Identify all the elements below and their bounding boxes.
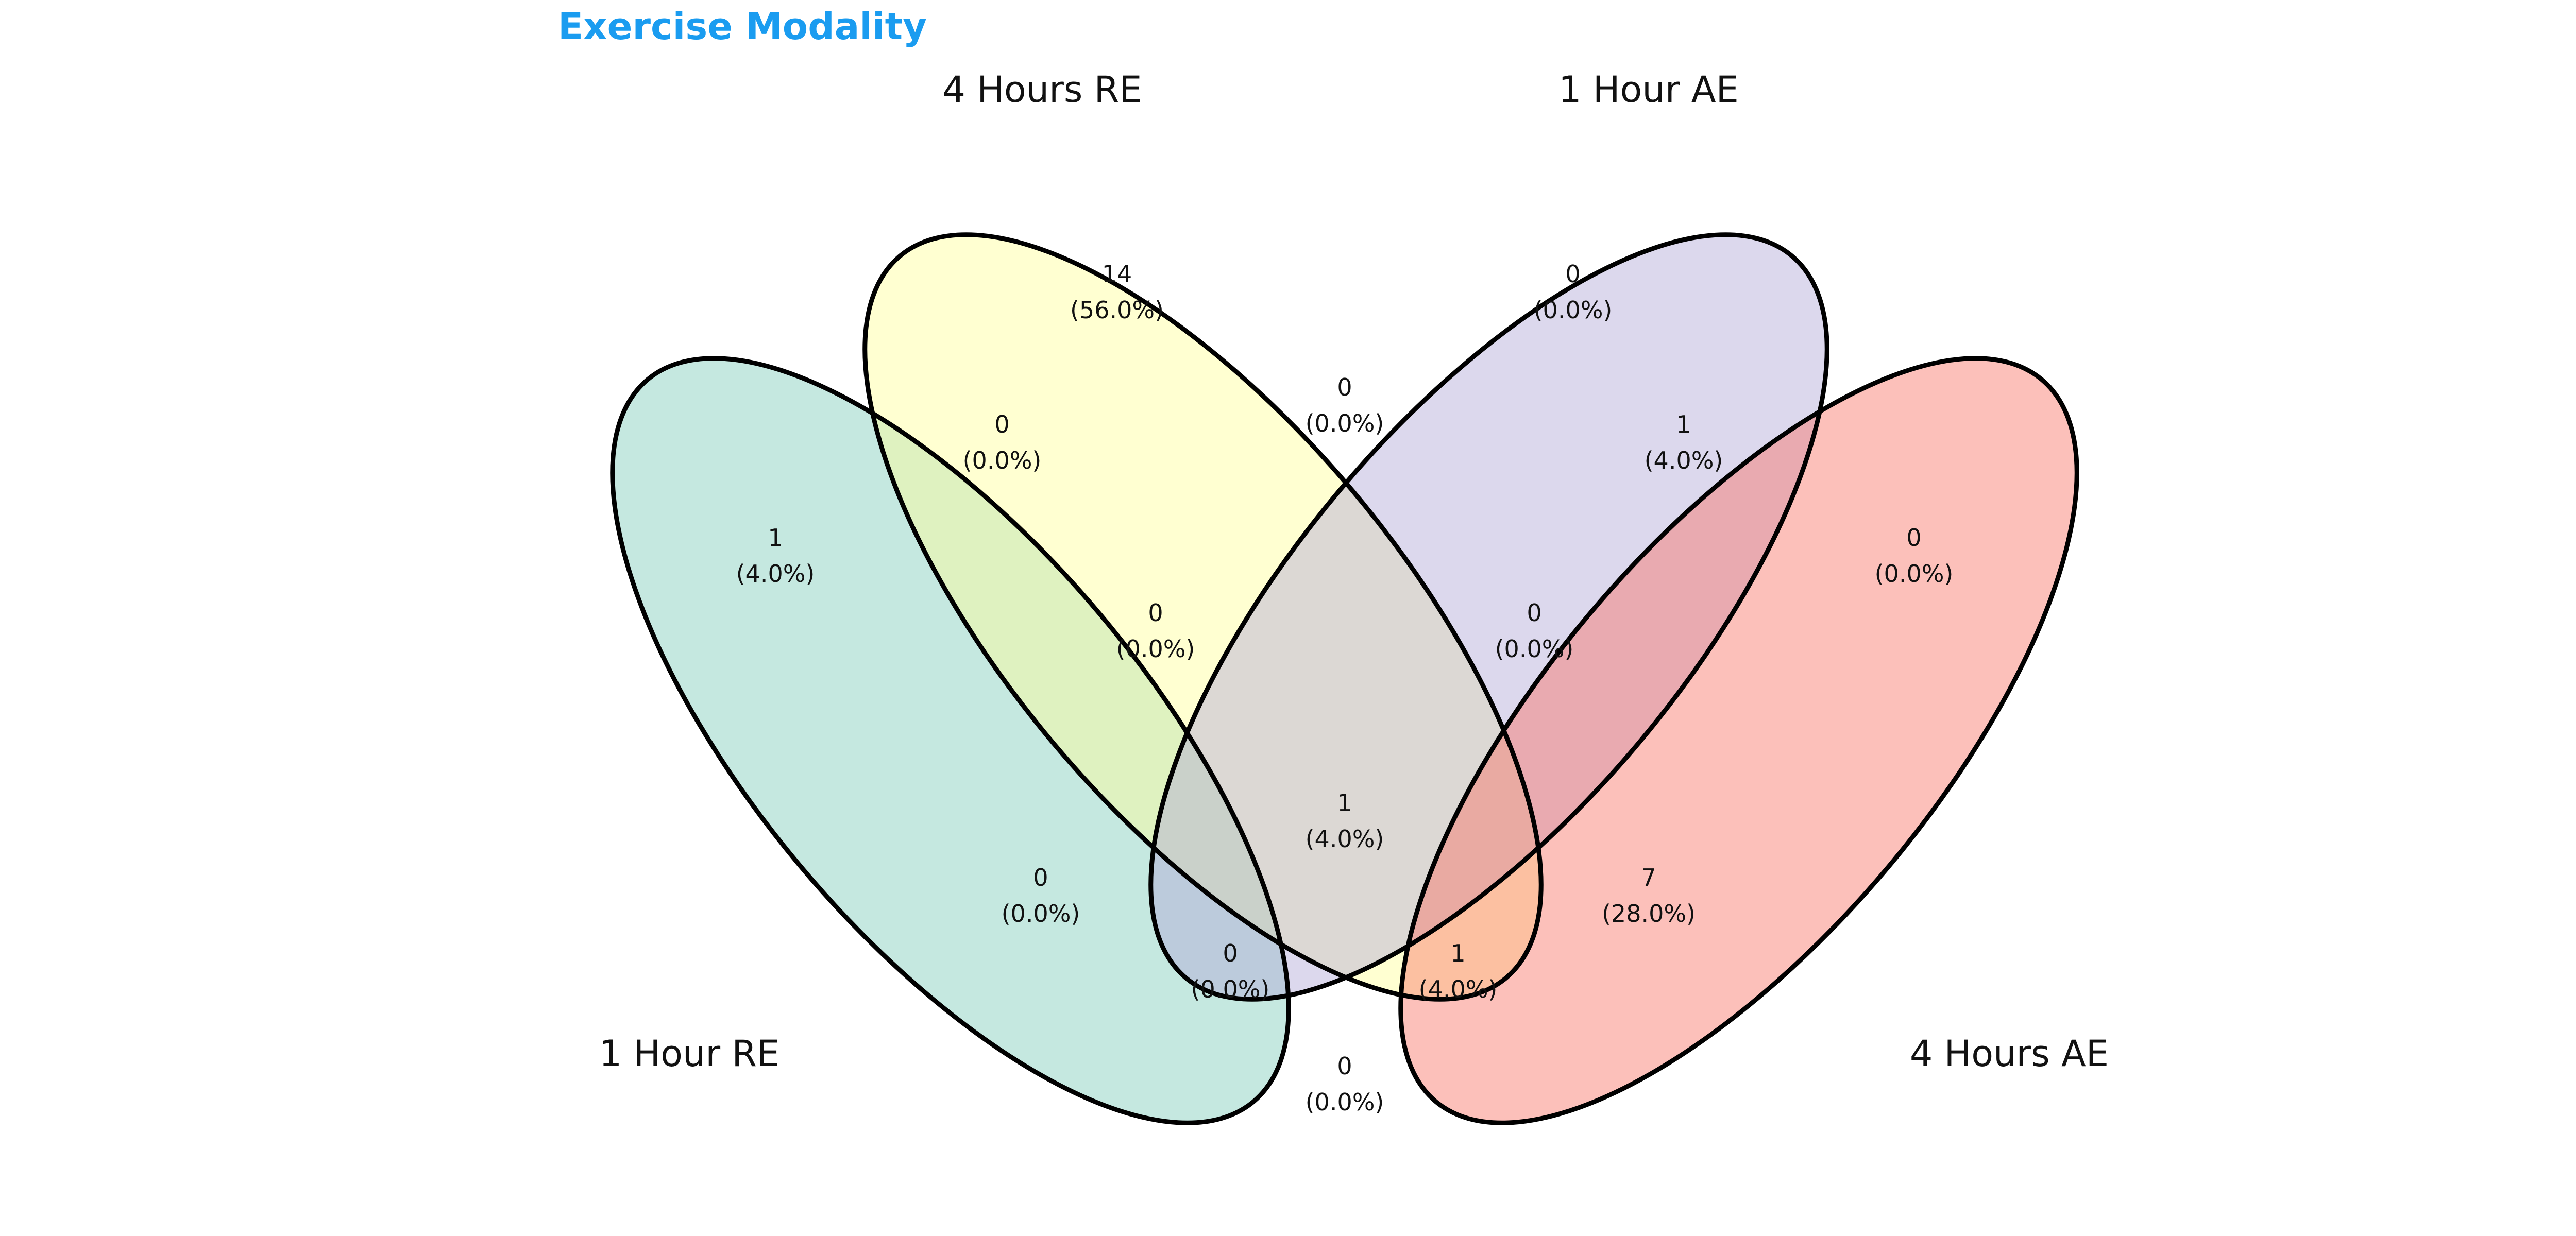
region-count: 0 [1565, 260, 1580, 288]
region-count: 7 [1641, 864, 1656, 891]
region-label-1h-re-4h-re-1h-ae: 0 (0.0%) [1116, 599, 1195, 663]
region-percent: (0.0%) [1495, 635, 1574, 663]
region-percent: (4.0%) [736, 560, 815, 588]
region-count: 1 [1676, 410, 1691, 438]
set-ellipse-1h-ae [1150, 234, 1827, 1000]
region-count: 0 [1527, 599, 1541, 627]
region-count: 0 [1148, 599, 1163, 627]
diagram-title: Exercise Modality [558, 5, 927, 48]
region-label-4h-re-4h-ae: 7 (28.0%) [1602, 864, 1696, 928]
set-ellipse-4h-ae [1400, 358, 2077, 1123]
region-label-1h-re-1h-ae-4h-ae: 0 (0.0%) [1191, 939, 1270, 1003]
region-count: 1 [1337, 789, 1352, 817]
region-count: 0 [1223, 939, 1238, 967]
region-percent: (4.0%) [1306, 825, 1384, 853]
set-label-1h-ae: 1 Hour AE [1558, 68, 1739, 111]
region-percent: (0.0%) [1002, 900, 1080, 928]
region-label-all-four: 1 (4.0%) [1306, 789, 1384, 853]
region-count: 14 [1102, 260, 1132, 288]
region-count: 0 [994, 410, 1009, 438]
region-label-1h-ae-4h-ae: 1 (4.0%) [1645, 410, 1723, 474]
region-count: 0 [1033, 864, 1048, 891]
region-percent: (0.0%) [1191, 975, 1270, 1003]
region-count: 1 [1450, 939, 1465, 967]
region-label-4h-re-1h-ae-4h-ae: 0 (0.0%) [1495, 599, 1574, 663]
region-percent: (0.0%) [1534, 296, 1613, 324]
region-percent: (0.0%) [1306, 1088, 1384, 1116]
set-ellipse-1h-re [612, 358, 1289, 1123]
region-count: 0 [1337, 373, 1352, 401]
region-percent: (28.0%) [1602, 900, 1696, 928]
set-label-1h-re: 1 Hour RE [599, 1033, 780, 1075]
set-outline-4h-re [862, 232, 1544, 1002]
region-label-1h-re-only: 1 (4.0%) [736, 524, 815, 588]
region-label-1h-re-4h-re: 0 (0.0%) [963, 410, 1042, 474]
region-label-1h-re-4h-ae: 0 (0.0%) [1306, 1052, 1384, 1116]
region-label-1h-ae-only: 0 (0.0%) [1534, 260, 1613, 324]
region-percent: (0.0%) [963, 447, 1042, 474]
region-label-4h-re-1h-ae: 0 (0.0%) [1306, 373, 1384, 437]
region-percent: (4.0%) [1419, 975, 1498, 1003]
set-ellipse-4h-re [865, 234, 1541, 1000]
region-label-4h-re-only: 14 (56.0%) [1070, 260, 1164, 324]
set-outline-4h-ae [1398, 356, 2079, 1125]
region-percent: (4.0%) [1645, 447, 1723, 474]
set-label-4h-re: 4 Hours RE [943, 68, 1142, 111]
region-percent: (0.0%) [1116, 635, 1195, 663]
region-label-1h-re-1h-ae: 0 (0.0%) [1002, 864, 1080, 928]
set-outline-1h-re [610, 356, 1291, 1125]
region-percent: (0.0%) [1875, 560, 1954, 588]
set-outline-1h-ae [1148, 232, 1829, 1002]
region-count: 1 [768, 524, 783, 552]
set-label-4h-ae: 4 Hours AE [1910, 1033, 2109, 1075]
region-label-1h-re-4h-re-4h-ae: 1 (4.0%) [1419, 939, 1498, 1003]
region-percent: (56.0%) [1070, 296, 1164, 324]
region-label-4h-ae-only: 0 (0.0%) [1875, 524, 1954, 588]
region-count: 0 [1906, 524, 1921, 552]
region-count: 0 [1337, 1052, 1352, 1080]
region-percent: (0.0%) [1306, 409, 1384, 437]
